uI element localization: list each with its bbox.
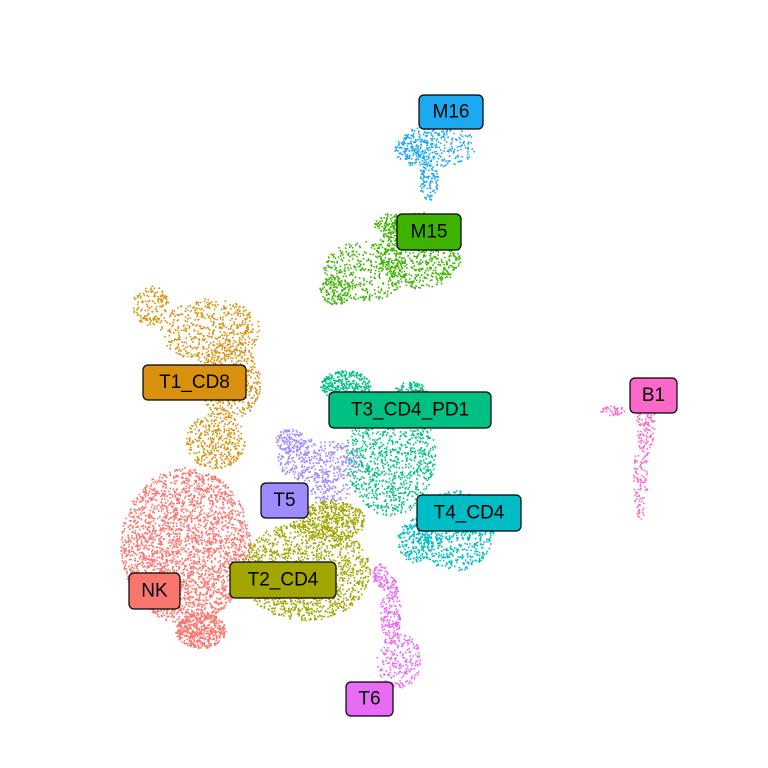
cluster-label-box [629, 377, 678, 414]
cluster-label-nk: NK [128, 572, 181, 610]
cluster-label-t3-cd4-pd1: T3_CD4_PD1 [328, 391, 492, 429]
cluster-label-t2-cd4: T2_CD4 [229, 561, 337, 599]
scatter-point-cloud [132, 285, 261, 470]
cluster-points-b1 [600, 385, 656, 520]
cluster-label-t6: T6 [345, 681, 394, 717]
cluster-label-text: NK [141, 581, 168, 602]
cluster-points-t5 [275, 428, 362, 502]
cluster-label-text: T3_CD4_PD1 [351, 400, 469, 421]
cluster-labels: M16 M15 T1_CD8 T3_CD4_PD1 B1 T5 T4_CD4 NK T2_CD4… [128, 94, 678, 717]
cluster-label-b1: B1 [629, 377, 678, 414]
cluster-label-text: B1 [642, 385, 665, 406]
scatter-point-cloud [241, 500, 372, 622]
cluster-label-box [396, 213, 462, 251]
cluster-label-t1-cd8: T1_CD8 [142, 364, 247, 401]
cluster-points-t1-cd8 [132, 285, 261, 470]
cluster-points-t6 [372, 563, 422, 689]
cluster-label-text: T1_CD8 [159, 372, 230, 393]
cluster-label-box [260, 482, 309, 519]
cluster-label-t4-cd4: T4_CD4 [416, 494, 522, 532]
cluster-points-m16 [394, 123, 475, 201]
cluster-label-text: T5 [273, 490, 295, 511]
cluster-points-t2-cd4 [241, 500, 372, 622]
cluster-label-box [418, 94, 484, 130]
cluster-label-box [142, 364, 247, 401]
cluster-label-t5: T5 [260, 482, 309, 519]
cluster-label-text: T6 [358, 689, 380, 710]
scatter-point-cloud [275, 428, 362, 502]
scatter-point-cloud [600, 385, 656, 520]
cluster-label-text: T4_CD4 [434, 503, 505, 524]
cluster-label-box [128, 572, 181, 610]
cluster-label-text: M15 [411, 222, 448, 243]
cluster-points-nk [120, 467, 252, 650]
cluster-label-box [229, 561, 337, 599]
scatter-point-cloud [120, 467, 252, 650]
scatter-point-cloud [394, 123, 475, 201]
cluster-points-m15 [319, 212, 462, 306]
cluster-label-m16: M16 [418, 94, 484, 130]
cluster-label-text: M16 [433, 102, 470, 123]
scatter-point-cloud [319, 212, 462, 306]
scatter-point-cloud [372, 563, 422, 689]
cluster-label-box [328, 391, 492, 429]
cluster-label-m15: M15 [396, 213, 462, 251]
cluster-label-box [416, 494, 522, 532]
cluster-label-text: T2_CD4 [248, 570, 319, 591]
cluster-label-box [345, 681, 394, 717]
